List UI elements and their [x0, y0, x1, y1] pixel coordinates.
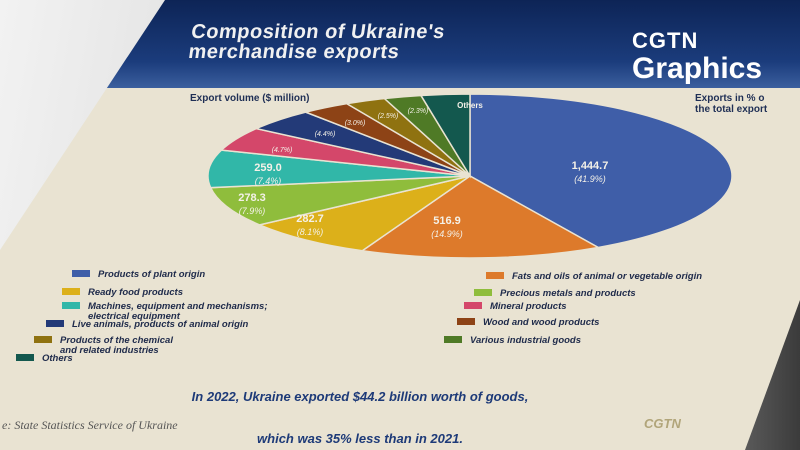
value-label-fats: 516.9	[433, 215, 461, 227]
legend-swatch-others	[16, 354, 34, 361]
pie-slice-machines	[207, 149, 471, 189]
legend-swatch-live	[46, 320, 64, 327]
pie-slice-precious	[209, 175, 471, 226]
legend-swatch-plant	[72, 270, 90, 277]
legend-item-machines: Machines, equipment and mechanisms; elec…	[62, 301, 268, 322]
pct-label-mineral: (4.7%)	[272, 147, 293, 154]
pct-label-fats: (14.9%)	[431, 229, 463, 239]
value-label-others: Others	[457, 101, 483, 110]
export-volume-label: Export volume ($ million)	[190, 93, 310, 104]
legend-label-precious: Precious metals and products	[500, 288, 636, 299]
legend-swatch-ready	[62, 288, 80, 295]
legend-item-plant: Products of plant origin	[72, 269, 206, 280]
legend-label-others: Others	[42, 353, 73, 364]
legend-item-precious: Precious metals and products	[474, 288, 636, 299]
legend-item-mineral: Mineral products	[464, 301, 567, 312]
export-share-label: Exports in % o the total export	[695, 93, 768, 115]
legend-item-others: Others	[16, 353, 73, 364]
legend-swatch-machines	[62, 302, 80, 309]
legend-label-fats: Fats and oils of animal or vegetable ori…	[512, 271, 703, 282]
value-label-plant: 1,444.7	[572, 160, 609, 172]
legend-item-various: Various industrial goods	[444, 335, 582, 346]
legend-label-machines: Machines, equipment and mechanisms; elec…	[88, 301, 268, 322]
pct-label-machines: (7.4%)	[255, 176, 282, 186]
legend-label-wood: Wood and wood products	[483, 317, 600, 328]
legend-swatch-chemical	[34, 336, 52, 343]
legend-label-ready: Ready food products	[88, 287, 184, 298]
pct-label-plant: (41.9%)	[574, 174, 606, 184]
brand-top: CGTN	[632, 28, 699, 53]
pie-slice-others	[419, 93, 471, 179]
legend-swatch-fats	[486, 272, 504, 279]
legend-item-ready: Ready food products	[62, 287, 184, 298]
pct-label-wood: (3.0%)	[345, 120, 366, 127]
legend-label-live: Live animals, products of animal origin	[72, 319, 249, 330]
pie-slice-plant	[469, 93, 733, 249]
legend-swatch-wood	[457, 318, 475, 325]
legend-label-chemical: Products of the chemical and related ind…	[60, 335, 173, 356]
pct-label-ready: (8.1%)	[297, 227, 324, 237]
pie-slice-ready	[257, 175, 471, 252]
legend-item-live: Live animals, products of animal origin	[46, 319, 249, 330]
summary-line-1: In 2022, Ukraine exported $44.2 billion …	[191, 389, 529, 404]
pct-label-various: (2.3%)	[408, 108, 429, 115]
pie-slice-fats	[360, 175, 601, 259]
legend-label-mineral: Mineral products	[490, 301, 567, 312]
summary-text: In 2022, Ukraine exported $44.2 billion …	[60, 376, 660, 446]
legend-label-various: Various industrial goods	[470, 335, 582, 346]
legend-item-wood: Wood and wood products	[457, 317, 600, 328]
legend-item-chemical: Products of the chemical and related ind…	[34, 335, 173, 356]
value-label-precious: 278.3	[238, 192, 266, 204]
legend-swatch-mineral	[464, 302, 482, 309]
value-label-ready: 282.7	[296, 213, 324, 225]
legend-label-plant: Products of plant origin	[98, 269, 206, 280]
brand-bottom: Graphics	[632, 52, 763, 85]
value-label-machines: 259.0	[254, 162, 282, 174]
pct-label-precious: (7.9%)	[239, 206, 266, 216]
footer-brand: CGTN	[644, 416, 681, 431]
legend-swatch-various	[444, 336, 462, 343]
pct-label-live: (4.4%)	[315, 131, 336, 138]
source-note: e: State Statistics Service of Ukraine	[2, 418, 178, 432]
summary-line-2: which was 35% less than in 2021.	[257, 431, 463, 446]
cgtn-graphics-logo: CGTN Graphics	[632, 28, 762, 86]
legend-swatch-precious	[474, 289, 492, 296]
legend-item-fats: Fats and oils of animal or vegetable ori…	[486, 271, 703, 282]
pct-label-chemical: (2.5%)	[378, 113, 399, 120]
